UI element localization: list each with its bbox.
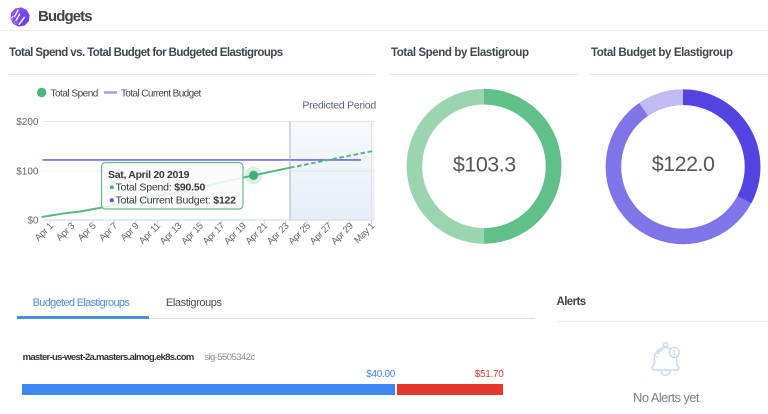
- svg-text:Total Current Budget: $122: Total Current Budget: $122: [116, 194, 237, 206]
- svg-text:Total Spend: $90.50: Total Spend: $90.50: [116, 181, 206, 193]
- svg-text:Apr 15: Apr 15: [179, 221, 205, 247]
- svg-text:Apr 13: Apr 13: [158, 221, 184, 247]
- svg-text:Apr 23: Apr 23: [265, 221, 291, 247]
- svg-text:$200: $200: [16, 117, 39, 128]
- svg-text:Apr 29: Apr 29: [329, 221, 355, 247]
- svg-text:Apr 3: Apr 3: [54, 221, 77, 244]
- svg-text:Apr 17: Apr 17: [201, 221, 227, 247]
- svg-text:Total Current Budget: Total Current Budget: [121, 88, 202, 99]
- svg-text:Total Spend: Total Spend: [51, 88, 98, 99]
- svg-text:$0: $0: [27, 215, 39, 226]
- svg-text:Apr 11: Apr 11: [137, 221, 163, 247]
- svg-text:Apr 5: Apr 5: [76, 221, 99, 244]
- svg-text:Apr 19: Apr 19: [222, 221, 248, 247]
- svg-text:May 1: May 1: [352, 221, 377, 246]
- svg-text:Sat, April 20 2019: Sat, April 20 2019: [108, 169, 190, 181]
- svg-text:Apr 27: Apr 27: [308, 221, 334, 247]
- svg-text:Apr 21: Apr 21: [244, 221, 270, 247]
- svg-text:Predicted Period: Predicted Period: [302, 100, 376, 112]
- svg-text:$122.0: $122.0: [652, 152, 715, 176]
- svg-text:$103.3: $103.3: [453, 152, 516, 176]
- svg-text:$100: $100: [16, 166, 39, 177]
- svg-text:1: 1: [672, 350, 676, 357]
- svg-text:Apr 7: Apr 7: [97, 221, 120, 244]
- svg-text:Apr 25: Apr 25: [286, 221, 312, 247]
